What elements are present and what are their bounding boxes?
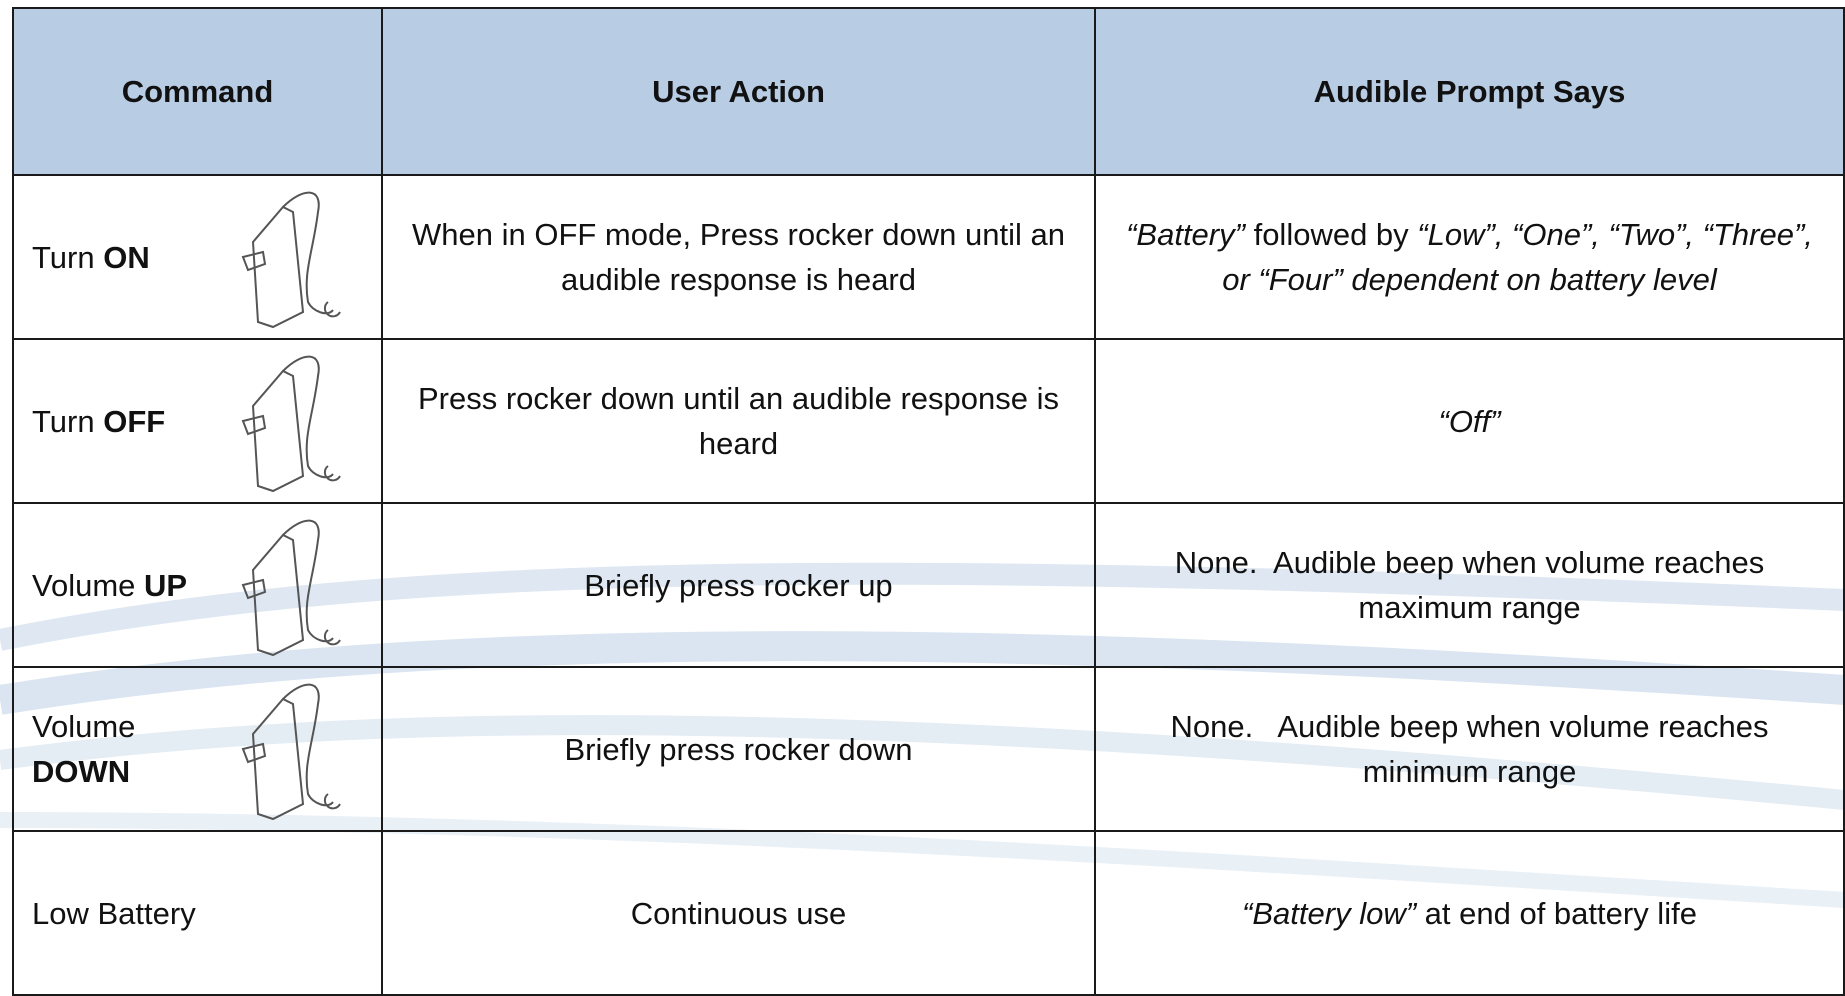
action-cell: Briefly press rocker up	[381, 502, 1096, 668]
text-run: DOWN	[32, 754, 131, 789]
text-run: ON	[103, 239, 150, 275]
text-run: None. Audible beep when volume reaches m…	[1170, 709, 1778, 789]
row: Turn OFF Press rocker down until an audi…	[12, 338, 1845, 504]
hearing-aid-icon	[241, 519, 341, 657]
prompt-cell: “Battery low” at end of battery life	[1094, 830, 1845, 996]
text-run: followed by	[1253, 217, 1409, 252]
header-cell: User Action	[381, 7, 1096, 176]
prompt-cell: “Battery” followed by “Low”, “One”, “Two…	[1094, 174, 1845, 340]
command-cell: Volume UP	[12, 502, 383, 668]
header-cell: Command	[12, 7, 383, 176]
text-run: “Off”	[1438, 403, 1501, 439]
text-run: Continuous use	[630, 895, 847, 931]
text-run: When in OFF mode, Press rocker down unti…	[412, 217, 1074, 297]
hearing-aid-icon	[241, 191, 341, 329]
header-row: Command User Action Audible Prompt Says	[12, 7, 1845, 176]
text-run: Turn	[32, 403, 95, 439]
prompt-cell: None. Audible beep when volume reaches m…	[1094, 666, 1845, 832]
command-cell: Turn ON	[12, 174, 383, 340]
row: Volume DOWN Briefly press rocker down No…	[12, 666, 1845, 832]
command: Volume DOWN	[32, 704, 162, 794]
command: Turn OFF	[32, 399, 165, 444]
command: Turn ON	[32, 235, 150, 280]
prompt-cell: None. Audible beep when volume reaches m…	[1094, 502, 1845, 668]
text-run: Press rocker down until an audible respo…	[417, 381, 1068, 461]
text-run: Briefly press rocker down	[564, 731, 913, 767]
text-run: None. Audible beep when volume reaches m…	[1174, 545, 1773, 625]
prompt-cell: “Off”	[1094, 338, 1845, 504]
command-cell: Low Battery	[12, 830, 383, 996]
header-cell: Audible Prompt Says	[1094, 7, 1845, 176]
text-run: Briefly press rocker up	[584, 567, 893, 603]
text-run: Low Battery	[32, 895, 196, 931]
text-run: “Battery”	[1126, 217, 1245, 252]
text-run: Volume	[32, 709, 136, 744]
command: Low Battery	[32, 891, 196, 936]
text-run: Volume	[32, 567, 136, 603]
row: Volume UP Briefly press rocker up None. …	[12, 502, 1845, 668]
text-run: OFF	[103, 403, 166, 439]
command-cell: Turn OFF	[12, 338, 383, 504]
text-run: “Low”, “One”, “Two”, “Three”, or “Four” …	[1222, 217, 1822, 297]
text-run: “Battery low”	[1242, 895, 1417, 931]
command-cell: Volume DOWN	[12, 666, 383, 832]
hearing-aid-icon	[241, 683, 341, 821]
row: Turn ON When in OFF mode, Press rocker d…	[12, 174, 1845, 340]
row: Low Battery Continuous use “Battery low”…	[12, 830, 1845, 996]
text-run: at end of battery life	[1424, 895, 1697, 931]
action-cell: Continuous use	[381, 830, 1096, 996]
action-cell: Press rocker down until an audible respo…	[381, 338, 1096, 504]
text-run: UP	[144, 567, 188, 603]
command: Volume UP	[32, 563, 187, 608]
command-table: Command User Action Audible Prompt Says …	[12, 7, 1845, 996]
action-cell: When in OFF mode, Press rocker down unti…	[381, 174, 1096, 340]
text-run: Turn	[32, 239, 95, 275]
hearing-aid-icon	[241, 355, 341, 493]
action-cell: Briefly press rocker down	[381, 666, 1096, 832]
